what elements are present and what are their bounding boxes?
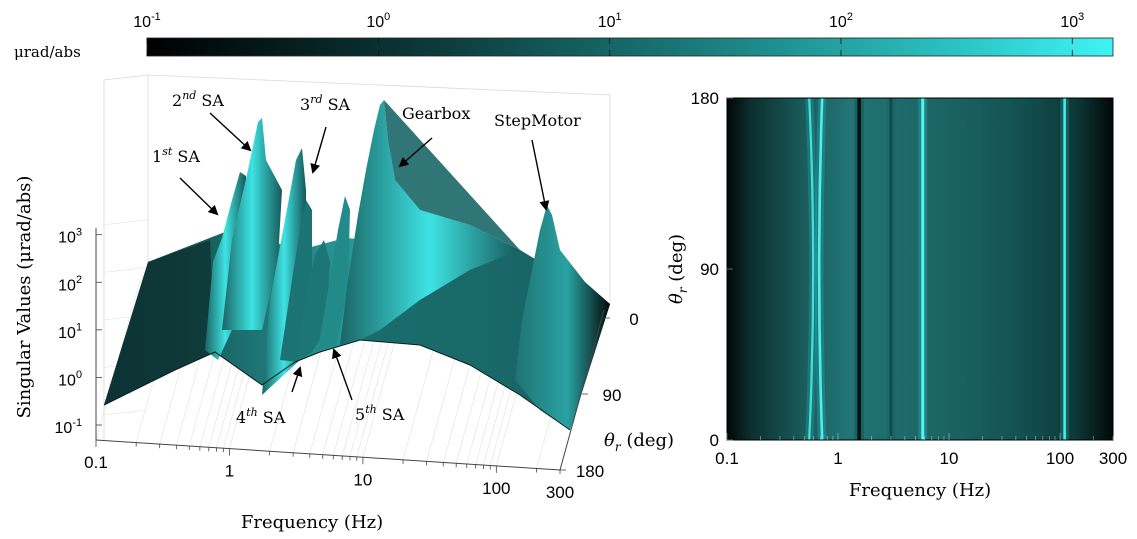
heatmap-plot: 0.1 1 10 100 300 0 90 180 Frequency (Hz) θr (d… [666, 89, 1127, 501]
surface-annotations: 1st SA 2nd SA 3rd SA 4th SA 5th SA Gearbox Ste… [152, 89, 581, 427]
heatmap-x-tick-label: 0.1 [715, 449, 739, 468]
heatmap-y-tick-label: 180 [691, 89, 719, 108]
peak-2nd-sa [222, 118, 282, 330]
colorbar-tick-label: 101 [598, 11, 622, 31]
annotation-arrow [310, 126, 327, 174]
surface-left-face [104, 240, 215, 405]
colorbar-ticks: 10-1 100 101 102 103 [133, 11, 1084, 56]
surface-axes [95, 228, 605, 471]
surface-y-tick-label: 103 [58, 226, 82, 246]
surface-theta-tick-label: 0 [629, 310, 638, 329]
colorbar-gradient [146, 37, 1114, 57]
heatmap-x-axis-title: Frequency (Hz) [849, 480, 991, 501]
surface-plot: 10-1 100 101 102 103 0.1 1 10 100 300 0 90 180 Fre… [14, 74, 674, 533]
annotation-label: StepMotor [494, 111, 581, 130]
annotation-arrow [531, 139, 550, 211]
surface-front-edge [103, 339, 571, 431]
surface-y-ticks: 10-1 100 101 102 103 [55, 226, 102, 437]
annotation-label: 5th SA [355, 403, 405, 424]
annotation-arrow [291, 366, 303, 393]
surface-y-tick-label: 10-1 [55, 417, 82, 437]
annotation-label: 2nd SA [172, 89, 224, 110]
heatmap-y-tick-label: 90 [700, 260, 719, 279]
surface-theta-axis-line [559, 309, 605, 471]
surface-y-tick-label: 100 [58, 369, 82, 389]
heatmap-y-tick-label: 0 [710, 431, 719, 450]
heatmap-x-tick-label: 1 [833, 449, 842, 468]
surface-x-tick-label: 1 [225, 462, 234, 481]
colorbar: μrad/abs 10-1 100 101 102 103 [14, 11, 1114, 61]
surface-y-tick-label: 101 [58, 322, 82, 342]
annotation-label: 3rd SA [300, 93, 351, 114]
colorbar-tick-label: 10-1 [133, 11, 160, 31]
surface-y-tick-label: 102 [58, 274, 82, 294]
surface-x-axis-title: Frequency (Hz) [241, 512, 383, 533]
colorbar-tick-label: 102 [829, 11, 853, 31]
heatmap-resonance-lines [805, 97, 1069, 441]
surface-x-tick-label: 100 [482, 479, 510, 498]
heatmap-x-tick-label: 10 [940, 449, 959, 468]
heatmap-resonance-line [817, 97, 824, 441]
annotation-arrow [209, 112, 252, 152]
surface-y-gridline [103, 266, 149, 273]
surface-x-tick-label: 10 [353, 470, 372, 489]
annotation-label: 4th SA [236, 406, 286, 427]
peak-stepmotor [515, 205, 610, 430]
annotation-label: 1st SA [152, 145, 200, 166]
colorbar-unit-label: μrad/abs [14, 43, 81, 61]
heatmap-x-ticks: 0.1 1 10 100 300 [715, 433, 1127, 468]
annotation-arrow [332, 348, 353, 401]
heatmap-resonance-line [808, 97, 815, 441]
surface-theta-ticks: 0 90 180 [560, 310, 639, 481]
heatmap-area [727, 98, 1113, 440]
heatmap-x-tick-label: 300 [1099, 449, 1127, 468]
surface-x-tick-label: 0.1 [84, 453, 108, 472]
surface-theta-axis-title: θr (deg) [604, 430, 674, 454]
colorbar-tick-label: 103 [1060, 11, 1084, 31]
heatmap-x-tick-label: 100 [1046, 449, 1074, 468]
surface-theta-tick-label: 90 [603, 386, 622, 405]
peak-5th-sa [318, 196, 350, 350]
colorbar-tick-label: 100 [366, 11, 390, 31]
heatmap-y-ticks: 0 90 180 [691, 89, 733, 450]
surface-x-tick-label: 300 [546, 483, 574, 502]
annotation-label: Gearbox [402, 104, 470, 123]
surface-y-axis-title: Singular Values (μrad/abs) [14, 176, 35, 419]
surface-y-gridline [103, 409, 149, 416]
heatmap-y-axis-title: θr (deg) [666, 234, 690, 304]
annotation-arrow [398, 137, 433, 168]
peak-1st-sa [205, 172, 246, 360]
peak-gearbox [340, 100, 520, 345]
surface-y-gridline [103, 219, 149, 225]
annotation-arrow [179, 177, 219, 216]
surface-grid [103, 74, 611, 440]
surface-x-ticks: 0.1 1 10 100 300 [84, 440, 574, 502]
surface-theta-tick-label: 180 [576, 462, 604, 481]
surface-x-axis-line [95, 439, 561, 471]
